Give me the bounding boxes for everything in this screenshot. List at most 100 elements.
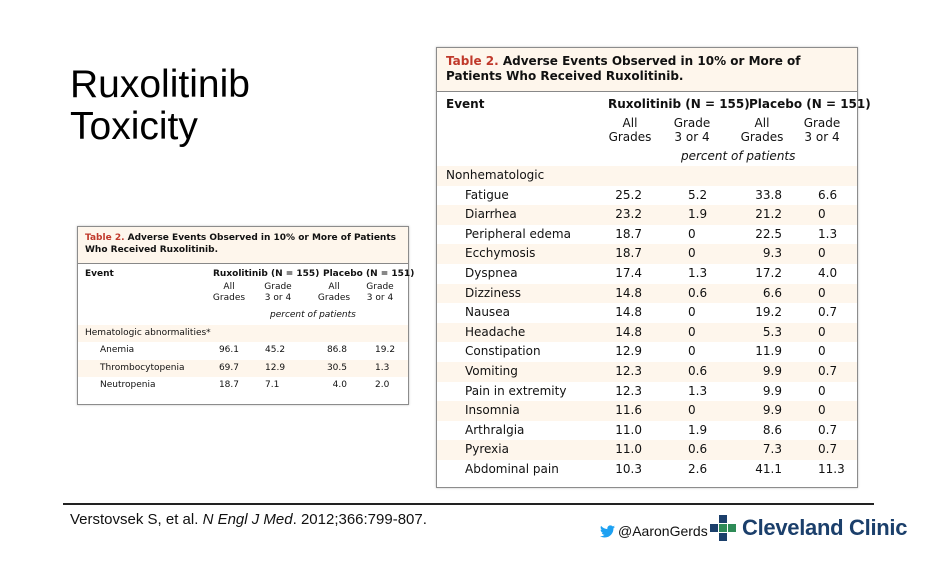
pla-all-grades-cell: 17.2 [755,265,782,280]
rux-all-grades-cell: 11.6 [615,403,642,418]
table-row: Dyspnea 17.4 1.3 17.2 4.0 [437,264,857,284]
pla-grade34-cell: 0 [818,344,826,359]
rux-all-grades-cell: 10.3 [615,461,642,476]
table-row: Dizziness 14.8 0.6 6.6 0 [437,283,857,304]
pla-all-grades-cell: 9.3 [762,246,782,261]
rux-all-grades-cell: 18.7 [218,380,239,391]
table-row: Diarrhea 23.2 1.9 21.2 0 [437,205,857,225]
pla-all-grades-cell: 9.9 [762,383,782,398]
event-cell: Neutropenia [100,380,156,391]
rux-all-grades-cell: 11.0 [615,442,642,457]
rux-all-grades-cell: 18.7 [615,226,642,241]
pla-grade34-cell: 0 [818,285,826,300]
units-label: percent of patients [270,310,356,320]
nonhematologic-table-image: Table 2. Adverse Events Observed in 10% … [436,47,871,488]
rux-all-grades-cell: 14.8 [615,305,642,320]
pla-all-grades-cell: 8.6 [762,422,782,437]
subheader-rux-all-grades: All Grades [608,116,652,144]
pla-grade34-cell: 0 [818,246,826,261]
table-body: Nonhematologic Fatigue 25.2 5.2 33.8 6.6 Diarr… [437,166,857,480]
event-cell: Abdominal pain [465,461,559,476]
brand-name: Cleveland Clinic [742,515,908,540]
twitter-handle: @AaronGerds [600,523,708,539]
rux-all-grades-cell: 12.3 [615,383,642,398]
pla-grade34-cell: 0 [818,324,826,339]
column-header-event: Event [446,97,485,111]
slide-title-line2: Toxicity [70,105,198,148]
table-header-groups: Event Ruxolitinib (N = 155) Placebo (N =… [78,264,414,282]
event-cell: Pyrexia [465,442,509,457]
table-row: Thrombocytopenia 69.7 12.9 30.5 1.3 [78,359,408,378]
event-cell: Nausea [465,305,510,320]
table-caption-number: Table 2. [85,233,125,243]
pla-all-grades-cell: 33.8 [755,187,782,202]
table-row: Constipation 12.9 0 11.9 0 [437,342,857,362]
rux-grade34-cell: 0 [688,246,696,261]
subheader-pla-all-grades: All Grades [740,116,784,144]
table-caption: Table 2. Adverse Events Observed in 10% … [437,48,857,92]
rux-all-grades-cell: 14.8 [615,285,642,300]
event-cell: Constipation [465,344,541,359]
table-caption-number: Table 2. [446,54,499,68]
rux-all-grades-cell: 23.2 [615,207,642,222]
event-cell: Ecchymosis [465,246,536,261]
subheader-rux-grade34: Grade 3 or 4 [673,116,711,144]
section-label: Nonhematologic [446,168,545,182]
rux-grade34-cell: 0 [688,226,696,241]
rux-grade34-cell: 1.9 [688,207,708,222]
rux-grade34-cell: 1.3 [688,383,708,398]
table-row: Peripheral edema 18.7 0 22.5 1.3 [437,225,857,245]
pla-all-grades-cell: 21.2 [755,207,782,222]
subheader-pla-all-grades: All Grades [317,282,351,303]
twitter-bird-icon [600,524,615,537]
pla-all-grades-cell: 22.5 [755,226,782,241]
column-group-ruxolitinib: Ruxolitinib (N = 155) [213,269,320,279]
pla-all-grades-cell: 5.3 [762,324,782,339]
subheader-rux-all-grades: All Grades [212,282,246,303]
subheader-rux-grade34: Grade 3 or 4 [264,282,292,303]
rux-grade34-cell: 0 [688,305,696,320]
pla-all-grades-cell: 41.1 [755,461,782,476]
rux-all-grades-cell: 12.3 [615,363,642,378]
pla-all-grades-cell: 86.8 [326,345,347,356]
pla-grade34-cell: 11.3 [818,461,845,476]
rux-grade34-cell: 0.6 [688,442,708,457]
citation: Verstovsek S, et al. N Engl J Med. 2012;… [70,511,427,528]
pla-grade34-cell: 0.7 [818,305,838,320]
rux-grade34-cell: 0 [688,403,696,418]
pla-grade34-cell: 0.7 [818,363,838,378]
cleveland-clinic-cross-icon [710,515,736,541]
pla-all-grades-cell: 30.5 [326,362,347,373]
column-group-placebo: Placebo (N = 151) [323,269,415,279]
event-cell: Insomnia [465,403,520,418]
rux-all-grades-cell: 25.2 [615,187,642,202]
pla-grade34-cell: 1.3 [375,362,390,373]
table-row: Vomiting 12.3 0.6 9.9 0.7 [437,361,857,382]
rux-all-grades-cell: 18.7 [615,246,642,261]
rux-all-grades-cell: 11.0 [615,422,642,437]
journal-name: N Engl J Med [202,511,293,528]
footer-divider [63,503,874,505]
table-header-groups: Event Ruxolitinib (N = 155) Placebo (N =… [437,92,871,116]
rux-grade34-cell: 0.6 [688,363,708,378]
pla-all-grades-cell: 6.6 [762,285,782,300]
event-cell: Vomiting [465,363,518,378]
event-cell: Anemia [100,345,135,356]
table-caption: Table 2. Adverse Events Observed in 10% … [78,227,408,264]
table-section-row: Nonhematologic [437,166,857,186]
event-cell: Thrombocytopenia [100,362,185,373]
hematologic-table-image: Table 2. Adverse Events Observed in 10% … [77,226,414,405]
pla-grade34-cell: 6.6 [818,187,838,202]
table-section-row: Hematologic abnormalities* [78,325,408,343]
pla-grade34-cell: 1.3 [818,226,838,241]
table-row: Abdominal pain 10.3 2.6 41.1 11.3 [437,460,857,480]
rux-grade34-cell: 45.2 [265,345,286,356]
pla-all-grades-cell: 9.9 [762,403,782,418]
subheader-pla-grade34: Grade 3 or 4 [366,282,394,303]
event-cell: Fatigue [465,187,509,202]
pla-grade34-cell: 0 [818,403,826,418]
pla-grade34-cell: 0.7 [818,422,838,437]
rux-grade34-cell: 1.3 [688,265,708,280]
table-row: Anemia 96.1 45.2 86.8 19.2 [78,342,408,359]
table-header-subcolumns: All Grades Grade 3 or 4 All Grades Grade 3 o… [437,116,857,146]
